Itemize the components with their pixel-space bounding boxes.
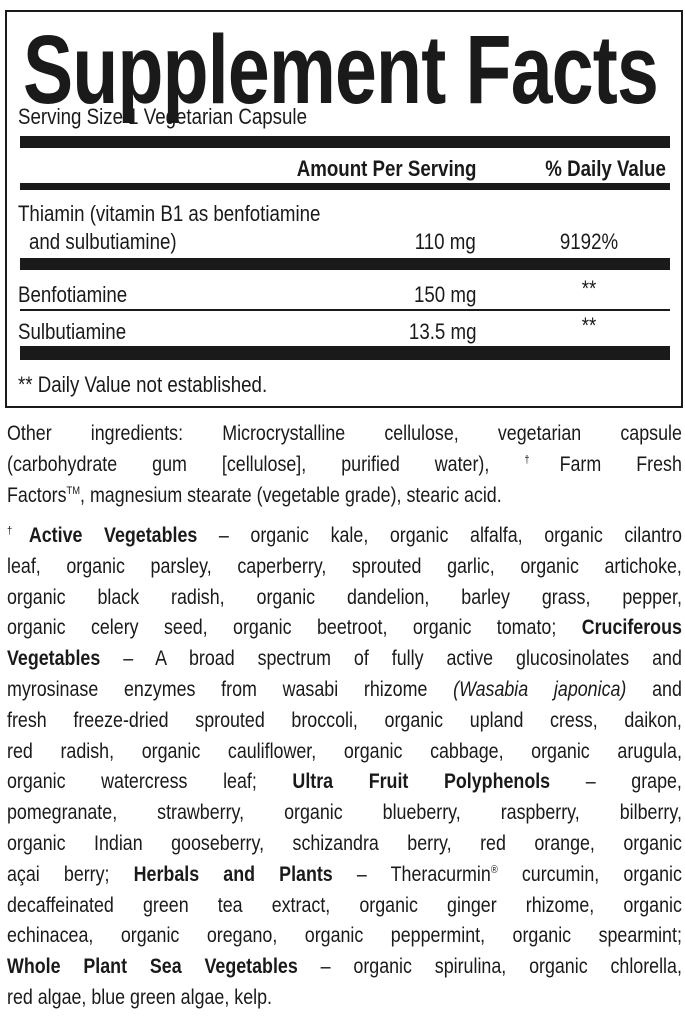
farm-fresh-factors-line: red algae, blue green algae, kelp. xyxy=(7,983,682,1013)
supplement-facts-panel: Supplement Facts Serving Size 1 Vegetari… xyxy=(5,10,683,408)
text-segment: decaffeinated green tea extract, organic… xyxy=(7,893,682,917)
nutrient-name: Thiamin (vitamin B1 as benfotiamine xyxy=(18,201,321,226)
text-segment: and xyxy=(626,678,682,701)
text-segment: organic watercress leaf; xyxy=(7,770,293,794)
superscript-mark: ® xyxy=(490,863,498,876)
text-segment: curcumin, organic xyxy=(497,862,682,886)
header-daily-value: % Daily Value xyxy=(545,156,666,181)
text-segment: red radish, organic cauliflower, organic… xyxy=(7,739,682,763)
text-segment: organic Indian gooseberry, schizandra be… xyxy=(7,832,682,855)
text-segment: (carbohydrate gum [cellulose], purified … xyxy=(7,452,525,476)
text-segment: echinacea, organic oregano, organic pepp… xyxy=(7,924,682,948)
farm-fresh-factors-line: †Active Vegetables – organic kale, organ… xyxy=(7,521,682,551)
text-segment: organic celery seed, organic beetroot, o… xyxy=(7,616,582,640)
nutrient-name: Sulbutiamine xyxy=(18,319,127,344)
farm-fresh-factors-line: pomegranate, strawberry, organic blueber… xyxy=(7,798,682,828)
botanical-name: (Wasabia japonica) xyxy=(453,678,627,701)
thick-divider xyxy=(20,136,670,148)
category-heading: Whole Plant Sea Vegetables xyxy=(7,955,298,979)
superscript-mark: † xyxy=(7,525,29,537)
nutrient-amount: 150 mg xyxy=(413,282,476,307)
category-heading: Vegetables xyxy=(7,647,101,671)
nutrient-dv: 9192% xyxy=(559,229,619,254)
text-segment: fresh freeze-dried sprouted broccoli, or… xyxy=(7,708,682,732)
text-segment: organic black radish, organic dandelion,… xyxy=(7,585,682,609)
category-heading: Cruciferous xyxy=(581,616,682,640)
superscript-mark: TM xyxy=(66,484,81,497)
farm-fresh-factors-line: açai berry; Herbals and Plants – Theracu… xyxy=(7,860,682,890)
text-segment: myrosinase enzymes from wasabi rhizome xyxy=(7,678,454,701)
farm-fresh-factors-line: red radish, organic cauliflower, organic… xyxy=(7,737,682,767)
farm-fresh-factors-line: organic black radish, organic dandelion,… xyxy=(7,583,682,613)
farm-fresh-factors-line: organic celery seed, organic beetroot, o… xyxy=(7,613,682,643)
panel-title: Supplement Facts xyxy=(23,15,659,124)
text-segment: red algae, blue green algae, kelp. xyxy=(7,986,272,1009)
category-heading: Herbals and Plants xyxy=(133,862,333,886)
footnote: ** Daily Value not established. xyxy=(18,372,268,397)
text-segment: – organic spirulina, organic chlorella, xyxy=(297,955,682,979)
thin-divider xyxy=(20,309,670,311)
farm-fresh-factors-line: organic watercress leaf; Ultra Fruit Pol… xyxy=(7,767,682,797)
text-segment: Other ingredients: Microcrystalline cell… xyxy=(7,422,682,445)
nutrient-dv: ** xyxy=(581,313,597,338)
text-segment: Farm Fresh xyxy=(559,452,682,476)
medium-divider xyxy=(20,183,670,190)
other-ingredients-line: FactorsTM, magnesium stearate (vegetable… xyxy=(7,481,682,511)
thick-divider xyxy=(20,346,670,360)
text-segment: – A broad spectrum of fully active gluco… xyxy=(100,647,682,671)
text-segment: Factors xyxy=(7,483,67,507)
farm-fresh-factors-line: Whole Plant Sea Vegetables – organic spi… xyxy=(7,952,682,982)
text-segment: leaf, organic parsley, caperberry, sprou… xyxy=(7,554,682,578)
nutrient-name: Benfotiamine xyxy=(18,282,128,307)
text-segment: , magnesium stearate (vegetable grade), … xyxy=(80,483,502,507)
farm-fresh-factors-line: fresh freeze-dried sprouted broccoli, or… xyxy=(7,706,682,736)
farm-fresh-factors-line: Vegetables – A broad spectrum of fully a… xyxy=(7,644,682,674)
text-segment: – Theracurmin xyxy=(332,862,491,886)
serving-size: Serving Size 1 Vegetarian Capsule xyxy=(18,104,307,129)
thick-divider xyxy=(20,258,670,270)
farm-fresh-factors-line: myrosinase enzymes from wasabi rhizome (… xyxy=(7,675,682,705)
farm-fresh-factors-line: leaf, organic parsley, caperberry, sprou… xyxy=(7,552,682,582)
nutrient-dv: ** xyxy=(581,276,597,301)
text-segment: açai berry; xyxy=(7,862,134,886)
other-ingredients-line: Other ingredients: Microcrystalline cell… xyxy=(7,419,682,449)
farm-fresh-factors-line: echinacea, organic oregano, organic pepp… xyxy=(7,921,682,951)
category-heading: Active Vegetables xyxy=(28,524,198,547)
farm-fresh-factors-line: organic Indian gooseberry, schizandra be… xyxy=(7,829,682,859)
other-ingredients-line: (carbohydrate gum [cellulose], purified … xyxy=(7,450,682,480)
nutrient-amount: 110 mg xyxy=(415,229,476,254)
category-heading: Ultra Fruit Polyphenols xyxy=(292,770,551,794)
header-amount-per-serving: Amount Per Serving xyxy=(296,156,476,181)
farm-fresh-factors-line: decaffeinated green tea extract, organic… xyxy=(7,891,682,921)
nutrient-name-cont: and sulbutiamine) xyxy=(29,229,177,254)
superscript-mark: † xyxy=(524,453,560,466)
text-segment: – organic kale, organic alfalfa, organic… xyxy=(197,524,682,547)
text-segment: – grape, xyxy=(550,770,682,794)
nutrient-amount: 13.5 mg xyxy=(408,319,476,344)
text-segment: pomegranate, strawberry, organic blueber… xyxy=(7,801,682,825)
